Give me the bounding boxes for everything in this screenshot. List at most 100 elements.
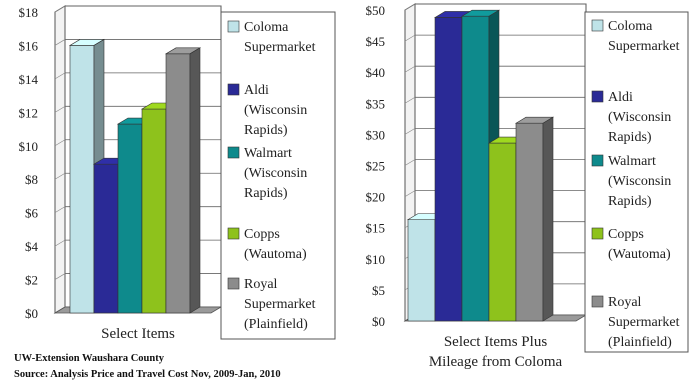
legend-label: (Wisconsin (608, 174, 671, 189)
source-citation-line: Source: Analysis Price and Travel Cost N… (14, 369, 281, 380)
y-tick-label: $0 (25, 306, 38, 321)
y-tick-label: $30 (366, 127, 386, 142)
legend-swatch (591, 295, 604, 308)
legend-label: Coloma (608, 19, 653, 34)
legend-label: Copps (608, 227, 644, 242)
plot-side-wall (54, 5, 66, 314)
legend-label: Rapids) (608, 194, 652, 209)
bar-5 (164, 47, 202, 314)
legend-label: Rapids) (608, 130, 652, 145)
y-tick-label: $10 (366, 252, 386, 267)
gridline-side (404, 3, 416, 11)
y-tick-label: $18 (19, 5, 39, 20)
gridline-side (54, 106, 66, 113)
source-credit-line: UW-Extension Waushara County (14, 353, 165, 364)
gridline-side (404, 159, 416, 166)
y-tick-label: $45 (366, 34, 386, 49)
y-tick-label: $15 (366, 221, 386, 236)
x-category-label: Select Items Plus (444, 334, 547, 350)
bar-side (189, 47, 201, 314)
bar-5 (514, 116, 555, 322)
legend-item-1: Coloma Supermarket (591, 19, 680, 54)
legend-label: Rapids) (244, 123, 288, 138)
legend-item-4: Copps (Wautoma) (227, 227, 307, 262)
legend-swatch (227, 20, 240, 33)
bar-front (69, 45, 95, 314)
y-tick-label: $50 (366, 3, 386, 18)
bar-front (141, 108, 167, 314)
gridline-side (404, 128, 416, 135)
gridline-side (54, 39, 66, 46)
legend-select-items: ColomaSupermarketAldi(WisconsinRapids)Wa… (220, 11, 336, 340)
y-tick-label: $4 (25, 239, 39, 254)
gridline-side (54, 239, 66, 247)
legend-item-5: Royal Supermarket (Plainfield) (227, 277, 316, 332)
y-tick-label: $2 (25, 273, 38, 288)
gridline-side (404, 34, 416, 42)
bar-front (461, 15, 490, 322)
legend-label: Royal (608, 295, 642, 310)
legend-label: Supermarket (244, 40, 316, 55)
legend-label: (Wisconsin (608, 110, 671, 125)
legend-swatch (227, 146, 240, 159)
legend-label: Copps (244, 227, 280, 242)
legend-swatch (591, 19, 604, 32)
bar-front (434, 17, 463, 322)
legend-item-1: Coloma Supermarket (227, 20, 316, 55)
y-tick-label: $25 (366, 159, 386, 174)
legend-label: Supermarket (608, 315, 680, 330)
legend-item-5: Royal Supermarket (Plainfield) (591, 295, 680, 350)
legend-label: (Wautoma) (608, 247, 671, 262)
bar-front (165, 53, 191, 314)
y-tick-label: $16 (19, 38, 39, 53)
legend-label: Coloma (244, 20, 289, 35)
x-category-label: Select Items (101, 326, 175, 342)
legend-label: (Plainfield) (244, 317, 308, 332)
legend-label: Rapids) (244, 186, 288, 201)
legend-label: Aldi (608, 90, 633, 105)
legend-label: Walmart (608, 154, 656, 169)
legend-item-4: Copps (Wautoma) (591, 227, 671, 262)
bar-front (117, 123, 143, 314)
legend-box (220, 11, 336, 340)
legend-label: (Wisconsin (244, 103, 307, 118)
legend-swatch (591, 154, 604, 167)
bar-front (93, 163, 119, 314)
bar-front (515, 122, 544, 322)
legend-label: (Wisconsin (244, 166, 307, 181)
legend-label: (Wautoma) (244, 247, 307, 262)
legend-box (584, 11, 689, 353)
x-category-label: Mileage from Coloma (429, 354, 563, 370)
y-tick-label: $6 (25, 206, 39, 221)
legend-item-2: Aldi (Wisconsin Rapids) (591, 90, 671, 145)
y-tick-label: $10 (19, 139, 39, 154)
bar-front (407, 219, 436, 322)
legend-label: Supermarket (608, 39, 680, 54)
legend-item-2: Aldi (Wisconsin Rapids) (227, 83, 307, 138)
gridline-side (54, 72, 66, 80)
legend-swatch (227, 277, 240, 290)
y-tick-label: $8 (25, 172, 38, 187)
gridline-side (54, 172, 66, 180)
chart-panel-items-plus-mileage: $0 $5 $10 $15 $20 $25 $30 $35 $40 $45 $50 Select It… (366, 3, 588, 370)
gridline-side (54, 5, 66, 13)
legend-swatch (227, 227, 240, 240)
y-tick-label: $35 (366, 96, 386, 111)
legend-label: Supermarket (244, 297, 316, 312)
gridline-side (54, 139, 66, 147)
y-tick-label: $12 (19, 105, 39, 120)
y-tick-label: $20 (366, 190, 386, 205)
y-tick-label: $40 (366, 65, 386, 80)
legend-label: Aldi (244, 83, 269, 98)
legend-swatch (227, 83, 240, 96)
legend-item-3: Walmart (Wisconsin Rapids) (227, 146, 307, 201)
y-tick-label: $5 (372, 283, 385, 298)
gridline-side (54, 273, 66, 280)
legend-item-3: Walmart (Wisconsin Rapids) (591, 154, 671, 209)
bar-side (542, 116, 554, 322)
legend-items-plus-mileage: ColomaSupermarketAldi(WisconsinRapids)Wa… (584, 11, 689, 353)
legend-label: Royal (244, 277, 278, 292)
gridline-side (404, 65, 416, 73)
legend-label: (Plainfield) (608, 335, 672, 350)
